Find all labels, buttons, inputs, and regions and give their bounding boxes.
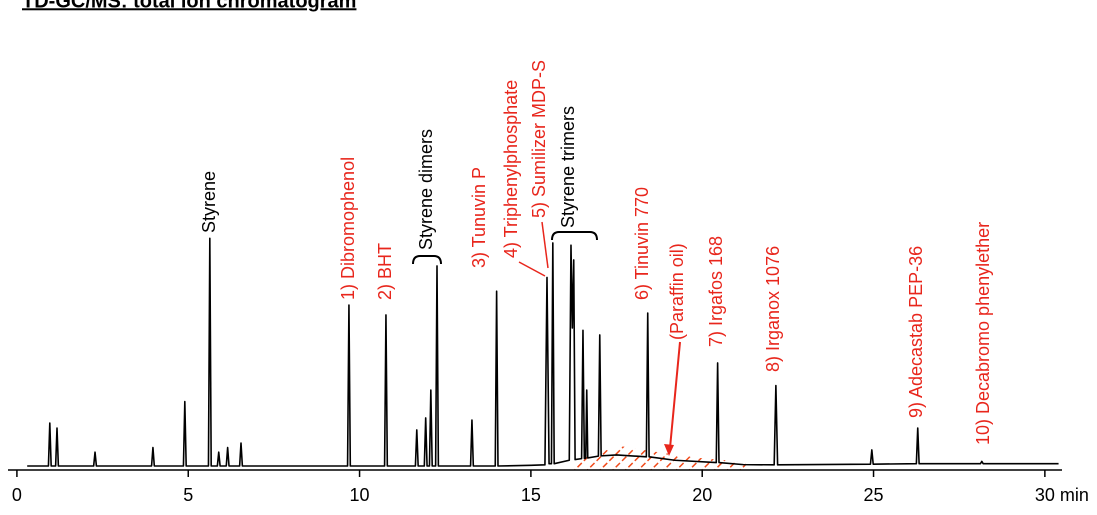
x-tick-label: 5 xyxy=(183,485,193,505)
chromatogram-trace xyxy=(27,237,1059,467)
bracket xyxy=(551,231,598,241)
arrow xyxy=(669,341,681,449)
peak-label: 1) Dibromophenol xyxy=(338,157,358,300)
peak-label: 10) Decabromo phenylether xyxy=(973,222,993,445)
arrow xyxy=(541,221,549,269)
x-tick-label: 30 min xyxy=(1035,485,1089,505)
x-tick-label: 0 xyxy=(12,485,22,505)
bracket xyxy=(412,255,442,265)
peak-label: 9) Adecastab PEP-36 xyxy=(906,246,926,418)
peak-label: 6) Tinuvin 770 xyxy=(632,187,652,300)
peak-label: 7) Irgafos 168 xyxy=(706,236,726,347)
x-tick-label: 25 xyxy=(864,485,884,505)
peak-label: 3) Tunuvin P xyxy=(469,167,489,268)
peak-label: 4) Triphenylphosphate xyxy=(501,80,521,258)
chart-title: TD-GC/MS: total ion chromatogram xyxy=(22,0,356,12)
arrowhead xyxy=(664,444,674,456)
peak-label: Styrene dimers xyxy=(416,129,436,250)
x-tick-label: 15 xyxy=(521,485,541,505)
x-tick-label: 20 xyxy=(692,485,712,505)
arrow xyxy=(518,261,546,277)
peak-label: 2) BHT xyxy=(375,243,395,300)
peak-label: (Paraffin oil) xyxy=(667,243,687,340)
x-tick-label: 10 xyxy=(350,485,370,505)
peak-label: 5) Sumilizer MDP-S xyxy=(529,60,549,218)
peak-label: 8) Irganox 1076 xyxy=(763,246,783,372)
peak-label: Styrene xyxy=(199,171,219,233)
peak-label: Styrene trimers xyxy=(558,106,578,228)
